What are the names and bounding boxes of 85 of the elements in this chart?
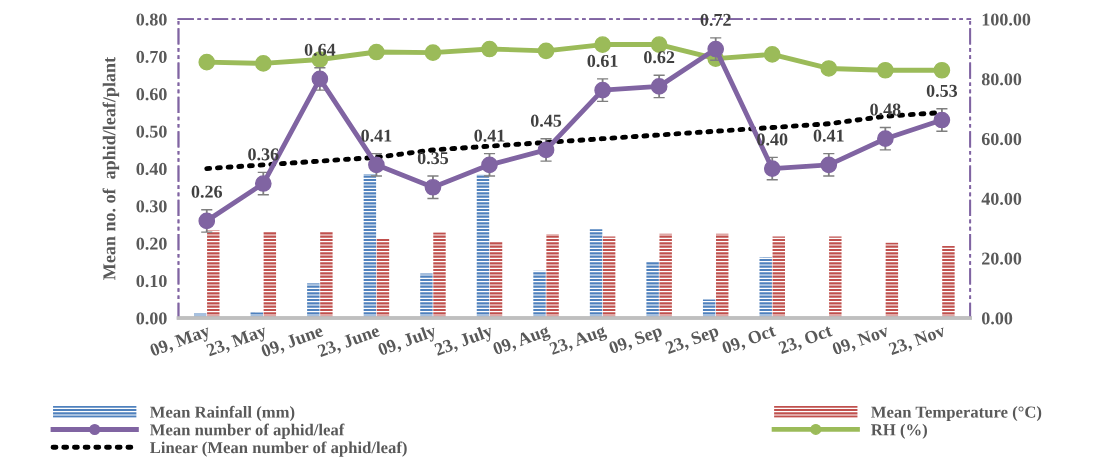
- legend-label: Linear (Mean number of aphid/leaf): [150, 441, 407, 457]
- bar: [489, 241, 503, 319]
- bar: [476, 174, 490, 319]
- bar: [307, 283, 320, 319]
- point: [594, 36, 611, 53]
- bar: [420, 273, 433, 319]
- y-tick-label: 0.10: [136, 274, 167, 288]
- x-tick-label: 23, Sep: [664, 324, 721, 358]
- bar: [546, 234, 559, 319]
- point: [198, 212, 216, 230]
- legend-label: Mean Temperature (°C): [871, 405, 1042, 422]
- point: [933, 111, 951, 129]
- legend-label: Mean number of aphid/leaf: [150, 423, 345, 439]
- point: [481, 156, 498, 174]
- point: [763, 160, 781, 177]
- y-tick-label: 0.70: [136, 50, 167, 64]
- bar: [659, 233, 672, 319]
- x-tick-label: 09, Aug: [492, 324, 552, 359]
- legend-label: Mean Rainfall (mm): [150, 405, 295, 422]
- point: [368, 156, 385, 174]
- data-label: 0.26: [191, 185, 223, 198]
- point: [877, 61, 894, 79]
- y-tick-label: 0.40: [136, 162, 167, 176]
- point: [650, 78, 668, 95]
- point: [820, 156, 838, 174]
- y-tick-label: 0.50: [136, 125, 167, 138]
- point: [311, 70, 329, 88]
- y2-tick-label: 100.00: [982, 13, 1031, 26]
- point: [254, 55, 272, 72]
- data-label: 0.41: [361, 129, 392, 142]
- point: [933, 61, 951, 79]
- point: [481, 40, 498, 58]
- bar: [433, 232, 446, 319]
- legend-label: RH (%): [871, 423, 927, 439]
- y2-tick-label: 20.00: [982, 252, 1022, 265]
- bar: [320, 231, 333, 319]
- point: [707, 40, 725, 58]
- point: [594, 81, 611, 99]
- data-label: 0.53: [926, 84, 958, 97]
- x-tick-label: 23, Nov: [888, 324, 948, 358]
- y-axis-title: Mean no. of aphid/leaf/plant: [102, 57, 120, 280]
- y-tick-label: 0.60: [136, 88, 167, 101]
- data-label: 0.48: [870, 103, 901, 116]
- bar: [207, 230, 220, 319]
- data-label: 0.41: [813, 129, 844, 142]
- point: [424, 178, 442, 196]
- y2-tick-label: 80.00: [981, 73, 1022, 86]
- bar: [716, 233, 729, 319]
- bar: [376, 238, 390, 319]
- bar: [772, 236, 785, 319]
- data-label: 0.41: [474, 129, 505, 142]
- bar: [533, 270, 546, 319]
- data-label: 0.61: [587, 54, 618, 68]
- x-tick-label: 23, Oct: [777, 324, 834, 357]
- bar: [885, 242, 899, 319]
- y2-tick-label: 40.00: [981, 192, 1022, 205]
- bar: [759, 257, 772, 319]
- point: [198, 53, 216, 71]
- point: [254, 175, 272, 192]
- data-label: 0.64: [304, 43, 336, 56]
- point: [877, 130, 894, 148]
- bar: [589, 229, 603, 319]
- point: [537, 42, 555, 60]
- point: [368, 43, 385, 61]
- point: [424, 44, 442, 61]
- y2-tick-label: 60.00: [981, 132, 1022, 146]
- bar: [646, 261, 659, 319]
- bar: [829, 236, 842, 319]
- bar: [602, 236, 616, 319]
- point: [820, 60, 838, 77]
- data-label: 0.45: [530, 114, 562, 127]
- bar: [942, 246, 955, 319]
- point: [537, 141, 555, 159]
- y-tick-label: 0.80: [136, 13, 167, 26]
- y-tick-label: 0.00: [136, 312, 167, 325]
- y2-tick-label: 0.00: [981, 312, 1013, 325]
- y-tick-label: 0.30: [136, 200, 167, 213]
- x-tick-label: 09, Sep: [608, 324, 665, 358]
- data-label: 0.62: [644, 51, 675, 64]
- bar: [263, 231, 277, 319]
- point: [763, 46, 781, 63]
- bar: [363, 173, 377, 319]
- x-tick-label: 09, Oct: [721, 324, 778, 357]
- y-tick-label: 0.20: [136, 237, 167, 250]
- data-label: 0.35: [417, 151, 449, 165]
